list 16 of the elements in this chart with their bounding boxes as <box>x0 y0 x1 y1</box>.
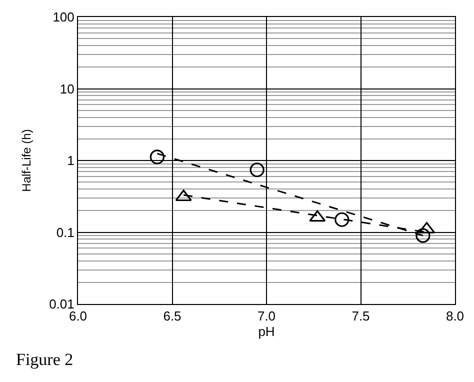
x-axis-title: pH <box>258 324 275 340</box>
y-tick-label: 0.1 <box>56 224 74 240</box>
x-tick-label: 8.0 <box>446 308 464 324</box>
y-tick-label: 1 <box>67 153 74 168</box>
y-axis-title: Half-Life (h) <box>19 129 34 192</box>
point <box>250 162 264 178</box>
x-tick-label: 6.5 <box>163 308 182 324</box>
point <box>309 210 326 222</box>
x-tick-label: 7.5 <box>352 308 370 324</box>
point <box>150 150 164 164</box>
caption: Figure 2 <box>16 350 74 369</box>
x-tick-label: 7.0 <box>257 308 276 324</box>
point <box>334 212 350 227</box>
point <box>175 190 192 202</box>
y-tick-label: 10 <box>60 81 74 96</box>
y-tick-label: 100 <box>52 10 74 25</box>
